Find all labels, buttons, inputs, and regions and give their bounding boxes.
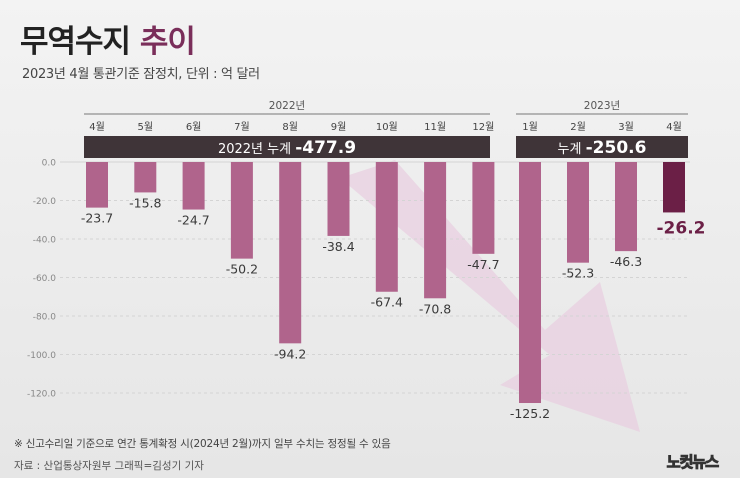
y-tick-label: -60.0 bbox=[33, 274, 57, 284]
month-label: 2월 bbox=[570, 121, 586, 133]
data-label: -52.3 bbox=[562, 266, 594, 281]
bar bbox=[424, 162, 447, 299]
month-label: 9월 bbox=[331, 121, 347, 133]
cumulative-label: 누계 bbox=[558, 142, 586, 157]
title-part1: 무역수지 bbox=[20, 24, 131, 60]
month-label: 8월 bbox=[282, 121, 298, 133]
cumulative-label: 2022년 누계 bbox=[218, 142, 295, 157]
bar bbox=[375, 162, 398, 292]
data-label: -23.7 bbox=[81, 211, 113, 226]
chart-subtitle: 2023년 4월 통관기준 잠정치, 단위 : 억 달러 bbox=[22, 67, 260, 82]
year-label: 2022년 bbox=[269, 100, 305, 112]
data-label: -38.4 bbox=[322, 239, 354, 254]
bar bbox=[615, 162, 637, 252]
data-label: -47.7 bbox=[467, 257, 499, 272]
y-tick-label: -120.0 bbox=[27, 390, 56, 400]
cumulative-value: -477.9 bbox=[295, 138, 356, 158]
month-label: 7월 bbox=[234, 121, 250, 133]
month-label: 6월 bbox=[186, 121, 202, 133]
bar bbox=[472, 162, 495, 254]
month-label: 4월 bbox=[666, 121, 682, 133]
chart-title: 무역수지 추이 bbox=[20, 16, 196, 61]
y-tick-label: -20.0 bbox=[33, 197, 57, 207]
month-label: 1월 bbox=[522, 121, 538, 133]
cumulative-banner bbox=[516, 136, 688, 158]
bar bbox=[327, 162, 350, 236]
y-tick-label: -80.0 bbox=[33, 313, 57, 323]
bar bbox=[134, 162, 157, 193]
y-tick-label: -40.0 bbox=[33, 236, 57, 246]
footnote: ※ 신고수리일 기준으로 연간 통계확정 시(2024년 2월)까지 일부 수치… bbox=[14, 438, 391, 450]
y-tick-label: -100.0 bbox=[27, 351, 56, 361]
cumulative-text: 2022년 누계 -477.9 bbox=[218, 138, 356, 158]
title-part2: 추이 bbox=[139, 24, 196, 60]
trend-arrow bbox=[340, 160, 640, 432]
data-label: -125.2 bbox=[510, 406, 550, 421]
data-label: -46.3 bbox=[610, 254, 642, 269]
data-label: -70.8 bbox=[419, 301, 451, 316]
data-label: -50.2 bbox=[226, 262, 258, 277]
cumulative-text: 누계 -250.6 bbox=[558, 138, 647, 158]
cumulative-banner bbox=[84, 136, 490, 158]
month-label: 3월 bbox=[618, 121, 634, 133]
publisher-logo: 노컷뉴스 bbox=[666, 453, 719, 472]
bar bbox=[567, 162, 589, 263]
bar bbox=[663, 162, 685, 213]
bar bbox=[86, 162, 108, 208]
cumulative-value: -250.6 bbox=[586, 138, 647, 158]
data-label: -24.7 bbox=[177, 213, 209, 228]
month-label: 11월 bbox=[424, 121, 446, 133]
month-label: 5월 bbox=[138, 121, 154, 133]
month-label: 10월 bbox=[376, 121, 398, 133]
month-label: 12월 bbox=[472, 121, 494, 133]
bar bbox=[182, 162, 205, 210]
month-label: 4월 bbox=[89, 121, 105, 133]
source-credit: 자료 : 산업통상자원부 그래픽=김성기 기자 bbox=[14, 460, 204, 472]
bar bbox=[519, 162, 541, 404]
data-label: -67.4 bbox=[371, 295, 403, 310]
year-label: 2023년 bbox=[584, 100, 620, 112]
bar bbox=[230, 162, 253, 259]
y-tick-label: 0.0 bbox=[42, 159, 57, 169]
data-label: -26.2 bbox=[657, 218, 706, 238]
bar bbox=[279, 162, 302, 344]
data-label: -94.2 bbox=[274, 346, 306, 361]
data-label: -15.8 bbox=[129, 195, 161, 210]
